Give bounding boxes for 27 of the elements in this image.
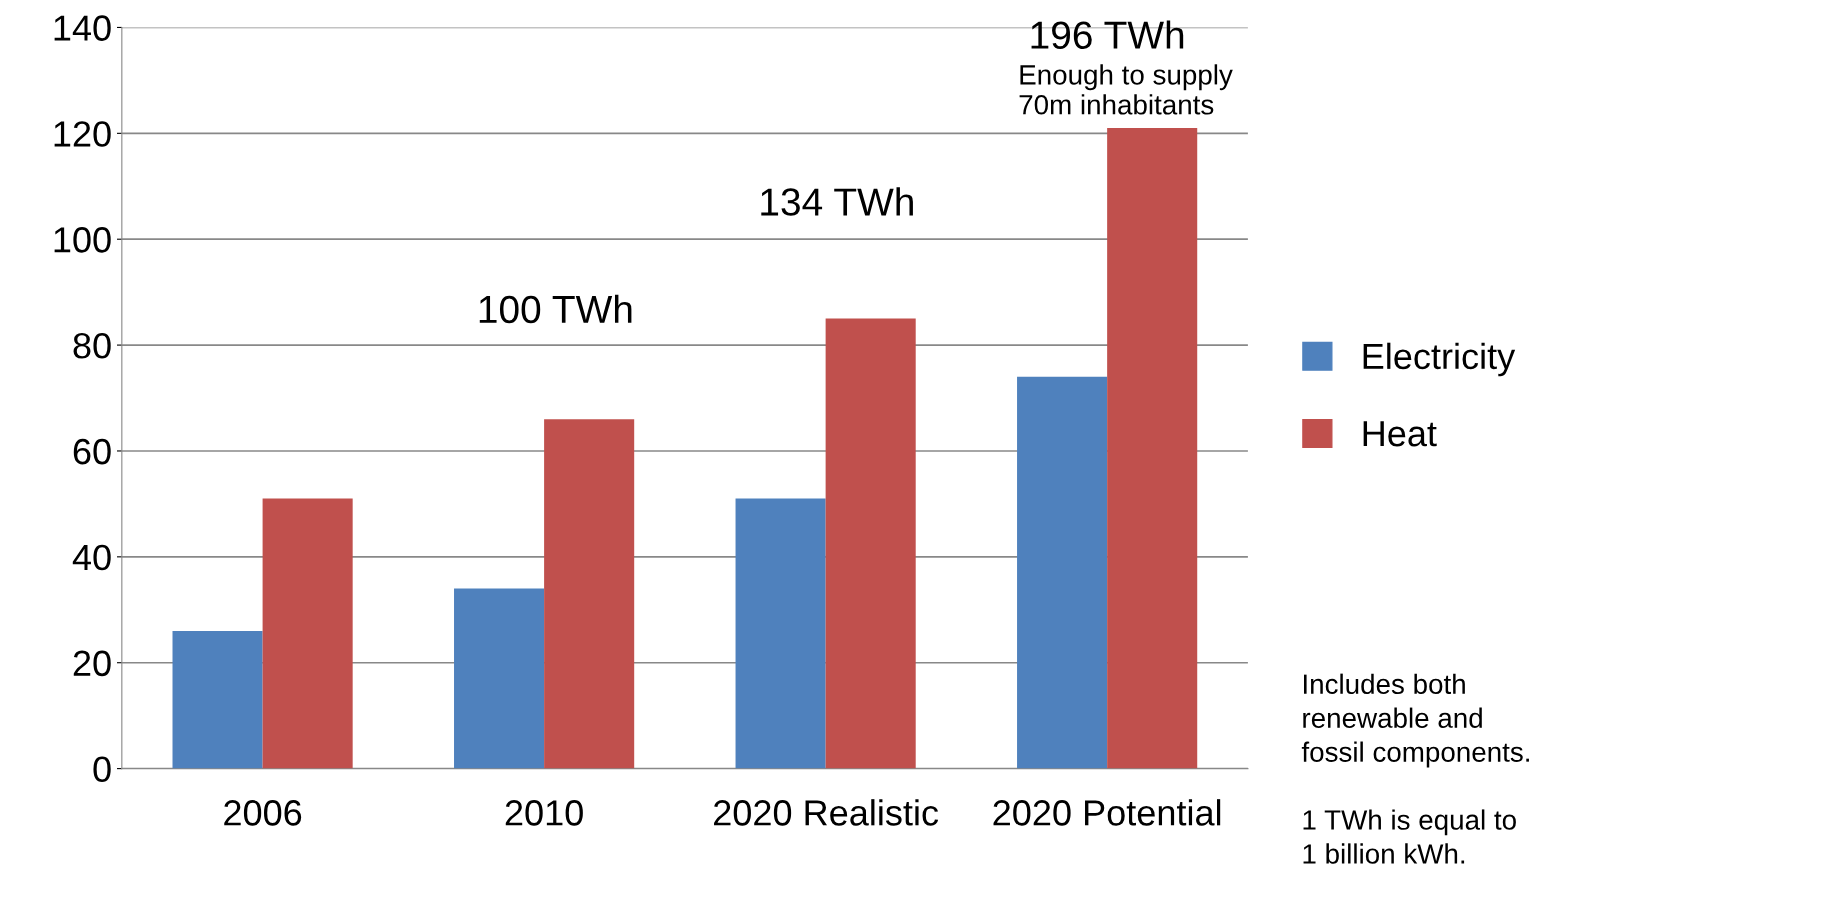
bar — [1017, 376, 1108, 769]
y-tick-label: 60 — [73, 438, 111, 465]
legend-label: Electricity — [1363, 342, 1516, 377]
annotation: Enough to supply 70m inhabitants — [1019, 64, 1233, 115]
x-tick-label: 2006 — [224, 800, 302, 826]
bar — [735, 498, 826, 769]
x-tick-label: 2020 Realistic — [714, 799, 939, 826]
y-tick-label: 20 — [73, 650, 111, 677]
y-tick-label: 140 — [54, 15, 111, 41]
bar — [172, 630, 263, 769]
y-tick-label: 80 — [73, 332, 111, 359]
text: Includes both renewable and fossil components. 1 TWh is equal to 1 billion kWh. — [1301, 673, 1529, 864]
bar — [825, 318, 916, 769]
bar — [544, 419, 635, 769]
annotation: 196 TWh — [1031, 20, 1184, 50]
y-tick-label: 100 — [54, 227, 111, 253]
x-tick-label: 2010 — [505, 800, 583, 826]
y-tick-label: 40 — [72, 544, 111, 571]
annotation: 100 TWh — [479, 294, 632, 324]
bar — [262, 498, 353, 769]
y-tick-label: 120 — [54, 121, 111, 147]
bar — [454, 588, 545, 769]
annotation: 134 TWh — [761, 187, 913, 216]
y-tick-label: 0 — [93, 756, 111, 783]
legend-label: Heat — [1363, 421, 1437, 447]
x-tick-label: 2020 Potential — [993, 799, 1221, 826]
bar — [1107, 128, 1198, 769]
